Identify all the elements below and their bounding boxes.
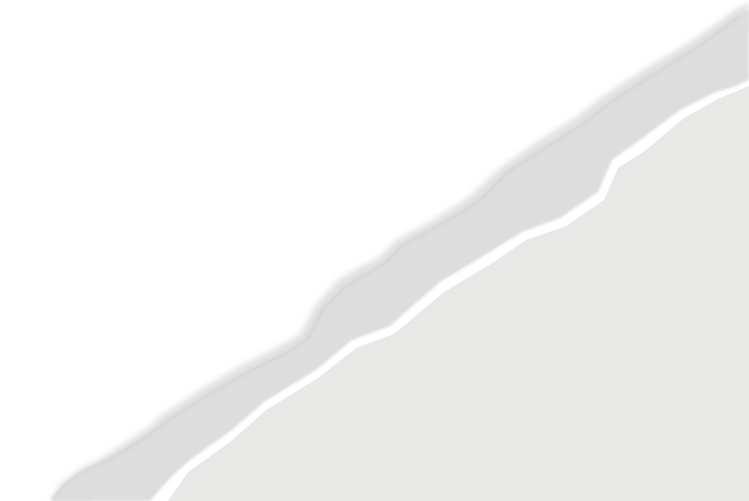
edge-highlight [51,15,741,501]
lower-surface [168,86,749,501]
torn-edge-band [52,10,749,501]
